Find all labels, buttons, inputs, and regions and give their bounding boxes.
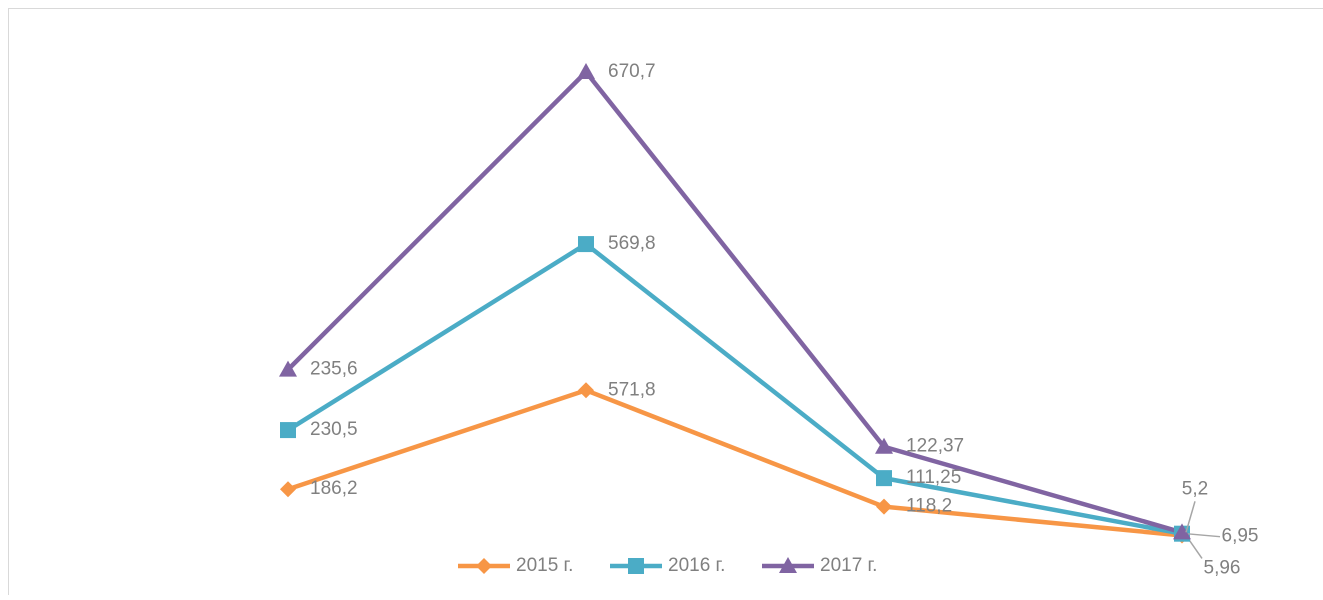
marker-square xyxy=(578,236,594,252)
data-label: 670,7 xyxy=(608,61,656,82)
data-label: 111,25 xyxy=(906,467,961,488)
data-label: 571,8 xyxy=(608,379,656,400)
chart-frame xyxy=(9,9,1323,596)
data-label: 186,2 xyxy=(310,478,358,499)
data-label: 6,95 xyxy=(1222,526,1259,547)
legend-label: 2016 г. xyxy=(668,555,725,576)
series-line xyxy=(288,244,1182,534)
series-line xyxy=(288,390,1182,535)
marker-diamond xyxy=(280,481,296,497)
marker-triangle xyxy=(577,63,595,79)
series-line xyxy=(288,72,1182,532)
leader-line xyxy=(1186,534,1220,537)
marker-diamond xyxy=(476,558,492,574)
legend-label: 2017 г. xyxy=(820,555,877,576)
marker-diamond xyxy=(578,382,594,398)
data-label: 235,6 xyxy=(310,359,358,380)
marker-square xyxy=(280,422,296,438)
data-label: 122,37 xyxy=(906,436,964,457)
data-label: 569,8 xyxy=(608,233,656,254)
data-label: 118,2 xyxy=(906,496,952,517)
marker-square xyxy=(876,470,892,486)
marker-diamond xyxy=(876,499,892,515)
data-label: 230,5 xyxy=(310,419,358,440)
marker-square xyxy=(628,558,644,574)
data-label: 5,2 xyxy=(1182,478,1208,499)
data-label: 5,96 xyxy=(1204,557,1241,578)
leader-line xyxy=(1186,501,1195,532)
legend-label: 2015 г. xyxy=(516,555,573,576)
